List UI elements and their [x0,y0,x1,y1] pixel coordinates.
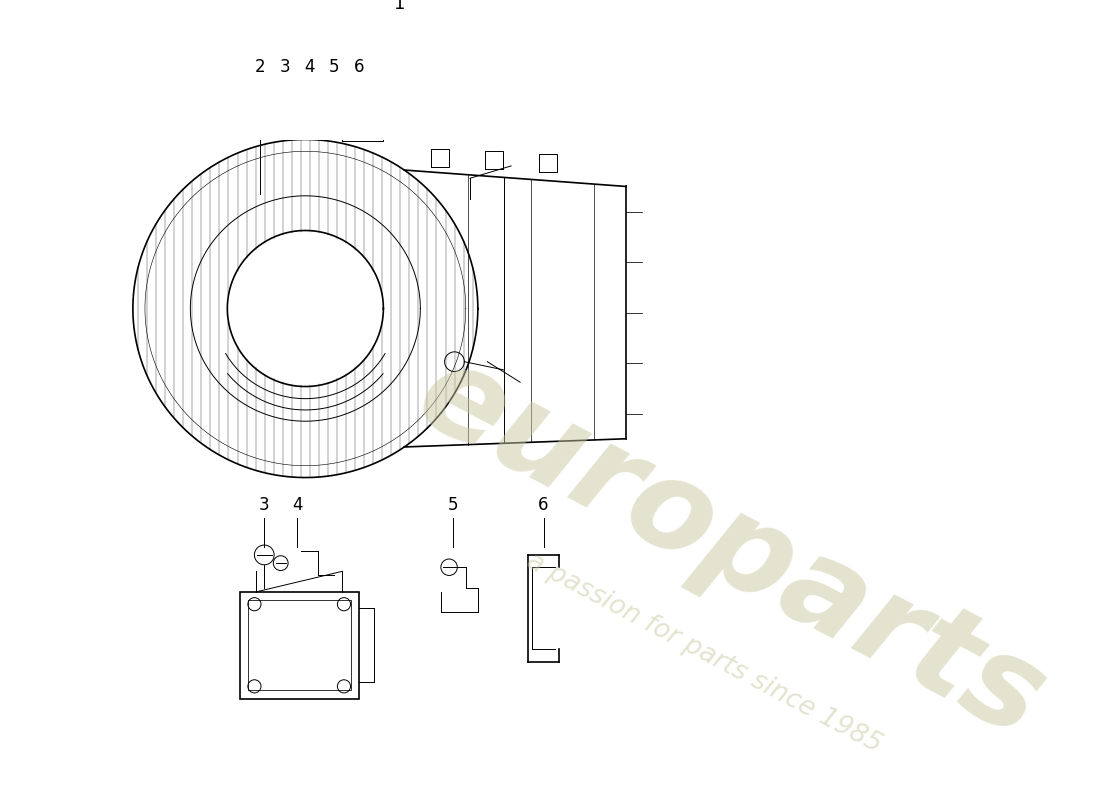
Text: a passion for parts since 1985: a passion for parts since 1985 [521,548,886,758]
Bar [248,600,351,690]
Text: 4: 4 [305,58,315,76]
Text: 3: 3 [258,496,270,514]
Text: europarts: europarts [397,332,1064,763]
Text: 2: 2 [255,58,265,76]
Text: 6: 6 [538,496,549,514]
Text: 4: 4 [292,496,302,514]
Bar [240,592,359,698]
Text: 5: 5 [329,58,340,76]
Text: 3: 3 [279,58,290,76]
Text: 1: 1 [394,0,406,13]
Text: 6: 6 [353,58,364,76]
Text: 5: 5 [448,496,459,514]
